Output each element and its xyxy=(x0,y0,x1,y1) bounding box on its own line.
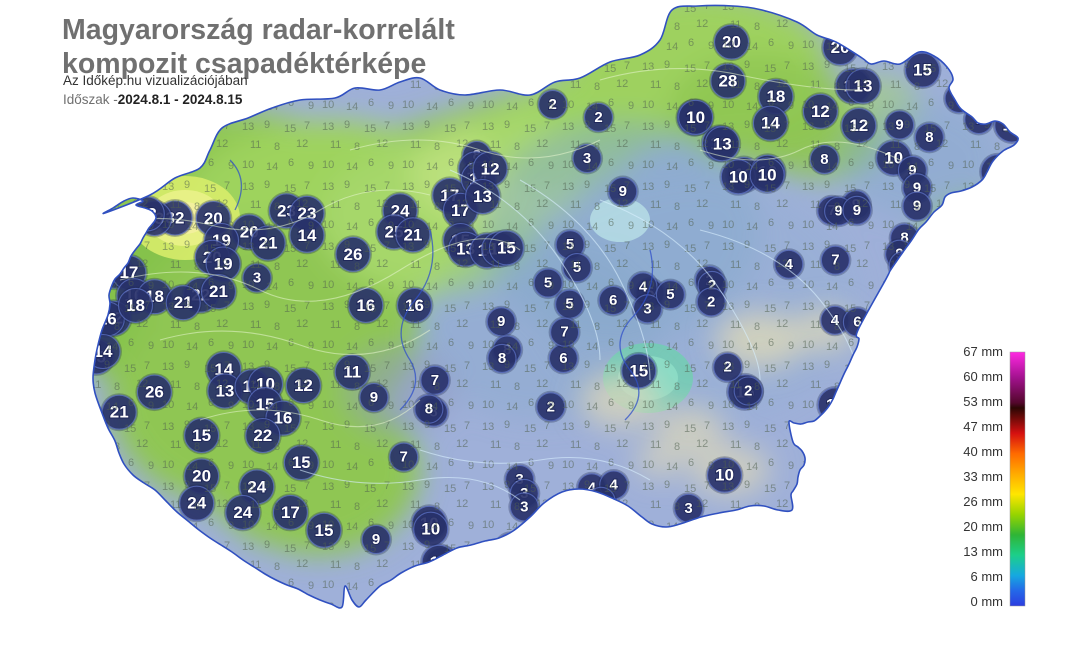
svg-text:20 mm: 20 mm xyxy=(963,519,1003,534)
svg-text:47 mm: 47 mm xyxy=(963,419,1003,434)
svg-text:6 mm: 6 mm xyxy=(971,569,1004,584)
svg-text:6: 6 xyxy=(529,533,537,550)
svg-text:33 mm: 33 mm xyxy=(963,469,1003,484)
svg-text:26 mm: 26 mm xyxy=(963,494,1003,509)
svg-text:5: 5 xyxy=(506,539,514,556)
svg-text:12: 12 xyxy=(76,409,95,428)
svg-text:12: 12 xyxy=(54,380,73,399)
svg-text:60 mm: 60 mm xyxy=(963,369,1003,384)
svg-text:0 mm: 0 mm xyxy=(971,594,1004,609)
svg-text:6: 6 xyxy=(888,294,896,311)
svg-text:67 mm: 67 mm xyxy=(963,344,1003,359)
svg-text:13 mm: 13 mm xyxy=(963,544,1003,559)
svg-text:8: 8 xyxy=(899,257,907,274)
svg-text:40 mm: 40 mm xyxy=(963,444,1003,459)
svg-text:14: 14 xyxy=(989,162,1008,181)
svg-text:53 mm: 53 mm xyxy=(963,394,1003,409)
